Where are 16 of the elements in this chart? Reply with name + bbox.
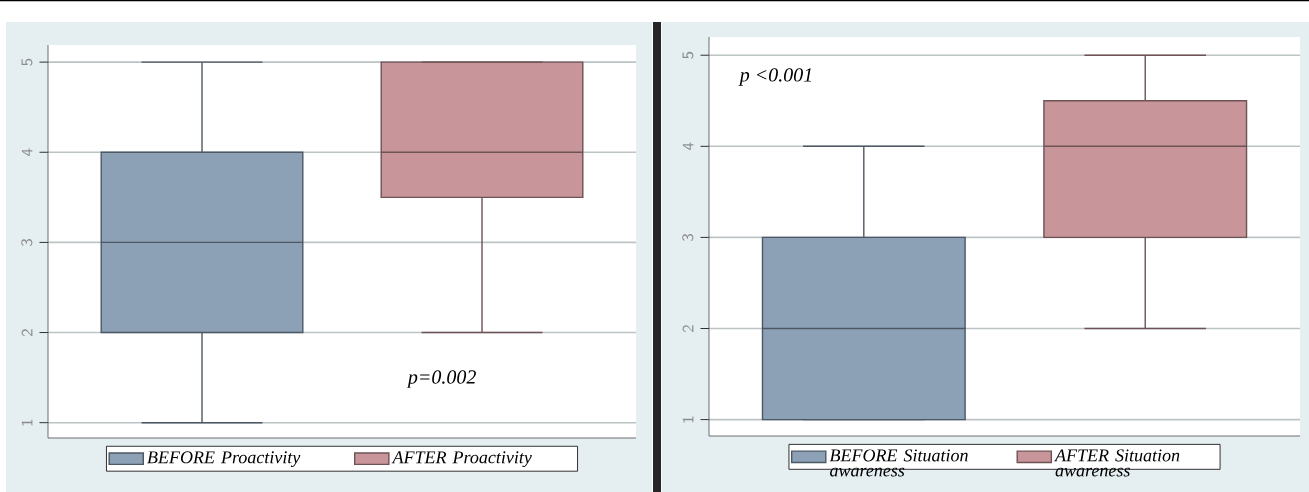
y-tick-label: 2 xyxy=(682,325,694,333)
y-tick-label: 5 xyxy=(682,51,694,59)
annotation: p=0.002 xyxy=(406,370,476,388)
annotation: p <0.001 xyxy=(738,68,812,86)
y-tick-label: 1 xyxy=(682,416,694,423)
y-tick-label: 3 xyxy=(682,233,694,241)
legend-label: AFTER Situation awareness xyxy=(1054,449,1180,477)
legend-label: BEFORE Proactivity xyxy=(147,451,301,468)
y-tick-label: 5 xyxy=(21,58,33,66)
y-tick-label: 1 xyxy=(21,419,33,426)
legend-label: BEFORE Situation awareness xyxy=(829,449,968,477)
y-tick-label: 2 xyxy=(21,329,33,337)
y-tick-label: 4 xyxy=(682,142,694,151)
legend-label: AFTER Proactivity xyxy=(391,451,532,468)
y-tick-label: 3 xyxy=(21,238,33,246)
y-tick-label: 4 xyxy=(21,148,33,157)
